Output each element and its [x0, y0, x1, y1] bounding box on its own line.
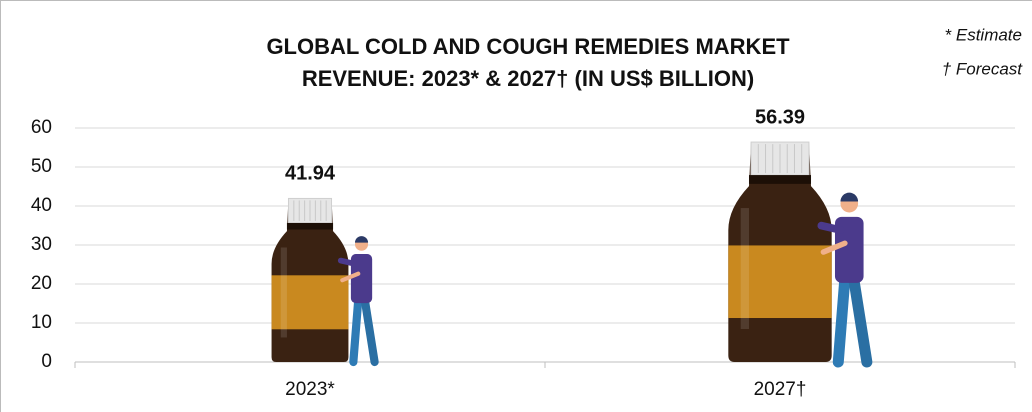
bottle-neck: [748, 175, 812, 184]
bottle-shine: [280, 247, 287, 338]
y-tick-label: 60: [31, 117, 52, 138]
person-arm: [340, 271, 361, 283]
bottle-label: [728, 245, 832, 319]
y-tick-label: 10: [31, 312, 52, 333]
person-hair: [840, 192, 859, 202]
y-tick-label: 0: [41, 351, 52, 372]
person-arm: [820, 240, 848, 255]
annotation: * Estimate: [945, 25, 1022, 44]
person-arm: [337, 257, 358, 267]
x-tick-label: 2027†: [754, 379, 807, 400]
value-label: 56.39: [755, 106, 805, 128]
chart-title: GLOBAL COLD AND COUGH REMEDIES MARKET: [266, 34, 790, 59]
person-leg: [832, 272, 851, 368]
chart-title: REVENUE: 2023* & 2027† (IN US$ BILLION): [302, 66, 754, 91]
y-tick-label: 50: [31, 156, 52, 177]
y-tick-label: 20: [31, 273, 52, 294]
x-tick-label: 2023*: [285, 379, 335, 400]
bottle-shine: [740, 208, 749, 330]
bottle-label: [271, 275, 349, 330]
bottle-neck: [286, 222, 334, 230]
value-label: 41.94: [285, 163, 336, 185]
person-hair: [354, 236, 369, 243]
person-arm: [817, 221, 845, 234]
person-leg: [360, 295, 379, 367]
person-leg: [848, 272, 873, 368]
person-leg: [349, 295, 363, 367]
annotation: † Forecast: [942, 59, 1024, 78]
y-tick-label: 30: [31, 234, 52, 255]
y-tick-label: 40: [31, 195, 52, 216]
